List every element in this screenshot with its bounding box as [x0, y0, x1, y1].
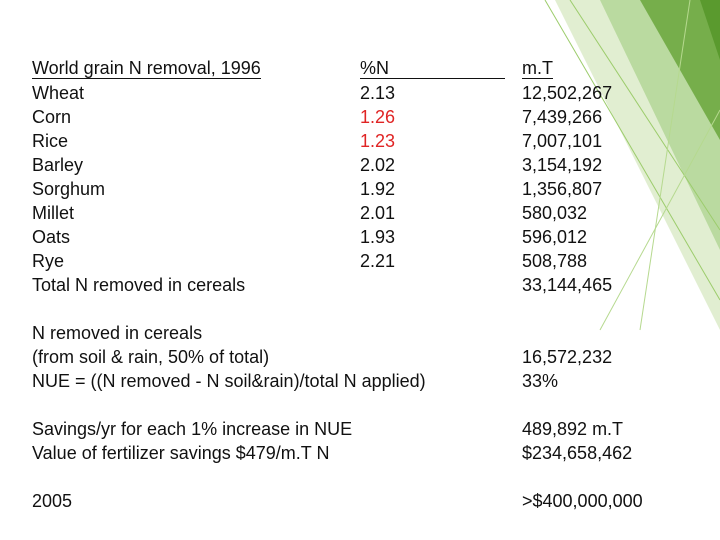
- note-line: 2005: [32, 491, 73, 511]
- percent-n: 2.21: [360, 251, 396, 271]
- metric-tons: 1,356,807: [522, 179, 603, 199]
- note-value: >$400,000,000: [522, 491, 643, 511]
- row-label: Oats: [32, 227, 71, 247]
- header-cell: m.T: [522, 58, 553, 79]
- metric-tons: 580,032: [522, 203, 588, 223]
- total-value: 33,144,465: [522, 275, 613, 295]
- total-label: Total N removed in cereals: [32, 275, 246, 295]
- percent-n: 1.92: [360, 179, 396, 199]
- note-value: 489,892 m.T: [522, 419, 624, 439]
- note-value: 16,572,232: [522, 347, 613, 367]
- percent-n: 2.13: [360, 83, 396, 103]
- percent-n: 2.02: [360, 155, 396, 175]
- metric-tons: 7,007,101: [522, 131, 603, 151]
- percent-n: 1.93: [360, 227, 396, 247]
- row-label: Barley: [32, 155, 84, 175]
- header-cell: %N: [360, 58, 505, 79]
- header-cell: World grain N removal, 1996: [32, 58, 261, 79]
- row-label: Wheat: [32, 83, 85, 103]
- note-line: NUE = ((N removed - N soil&rain)/total N…: [32, 371, 426, 391]
- note-value: 33%: [522, 371, 559, 391]
- percent-n: 2.01: [360, 203, 396, 223]
- percent-n: 1.26: [360, 107, 396, 127]
- metric-tons: 7,439,266: [522, 107, 603, 127]
- note-line: N removed in cereals: [32, 323, 203, 343]
- note-line: Value of fertilizer savings $479/m.T N: [32, 443, 330, 463]
- metric-tons: 12,502,267: [522, 83, 613, 103]
- row-label: Millet: [32, 203, 75, 223]
- row-label: Sorghum: [32, 179, 106, 199]
- note-value: $234,658,462: [522, 443, 633, 463]
- percent-n: 1.23: [360, 131, 396, 151]
- metric-tons: 596,012: [522, 227, 588, 247]
- row-label: Rye: [32, 251, 65, 271]
- row-label: Rice: [32, 131, 69, 151]
- note-line: Savings/yr for each 1% increase in NUE: [32, 419, 353, 439]
- metric-tons: 508,788: [522, 251, 588, 271]
- metric-tons: 3,154,192: [522, 155, 603, 175]
- note-line: (from soil & rain, 50% of total): [32, 347, 270, 367]
- row-label: Corn: [32, 107, 72, 127]
